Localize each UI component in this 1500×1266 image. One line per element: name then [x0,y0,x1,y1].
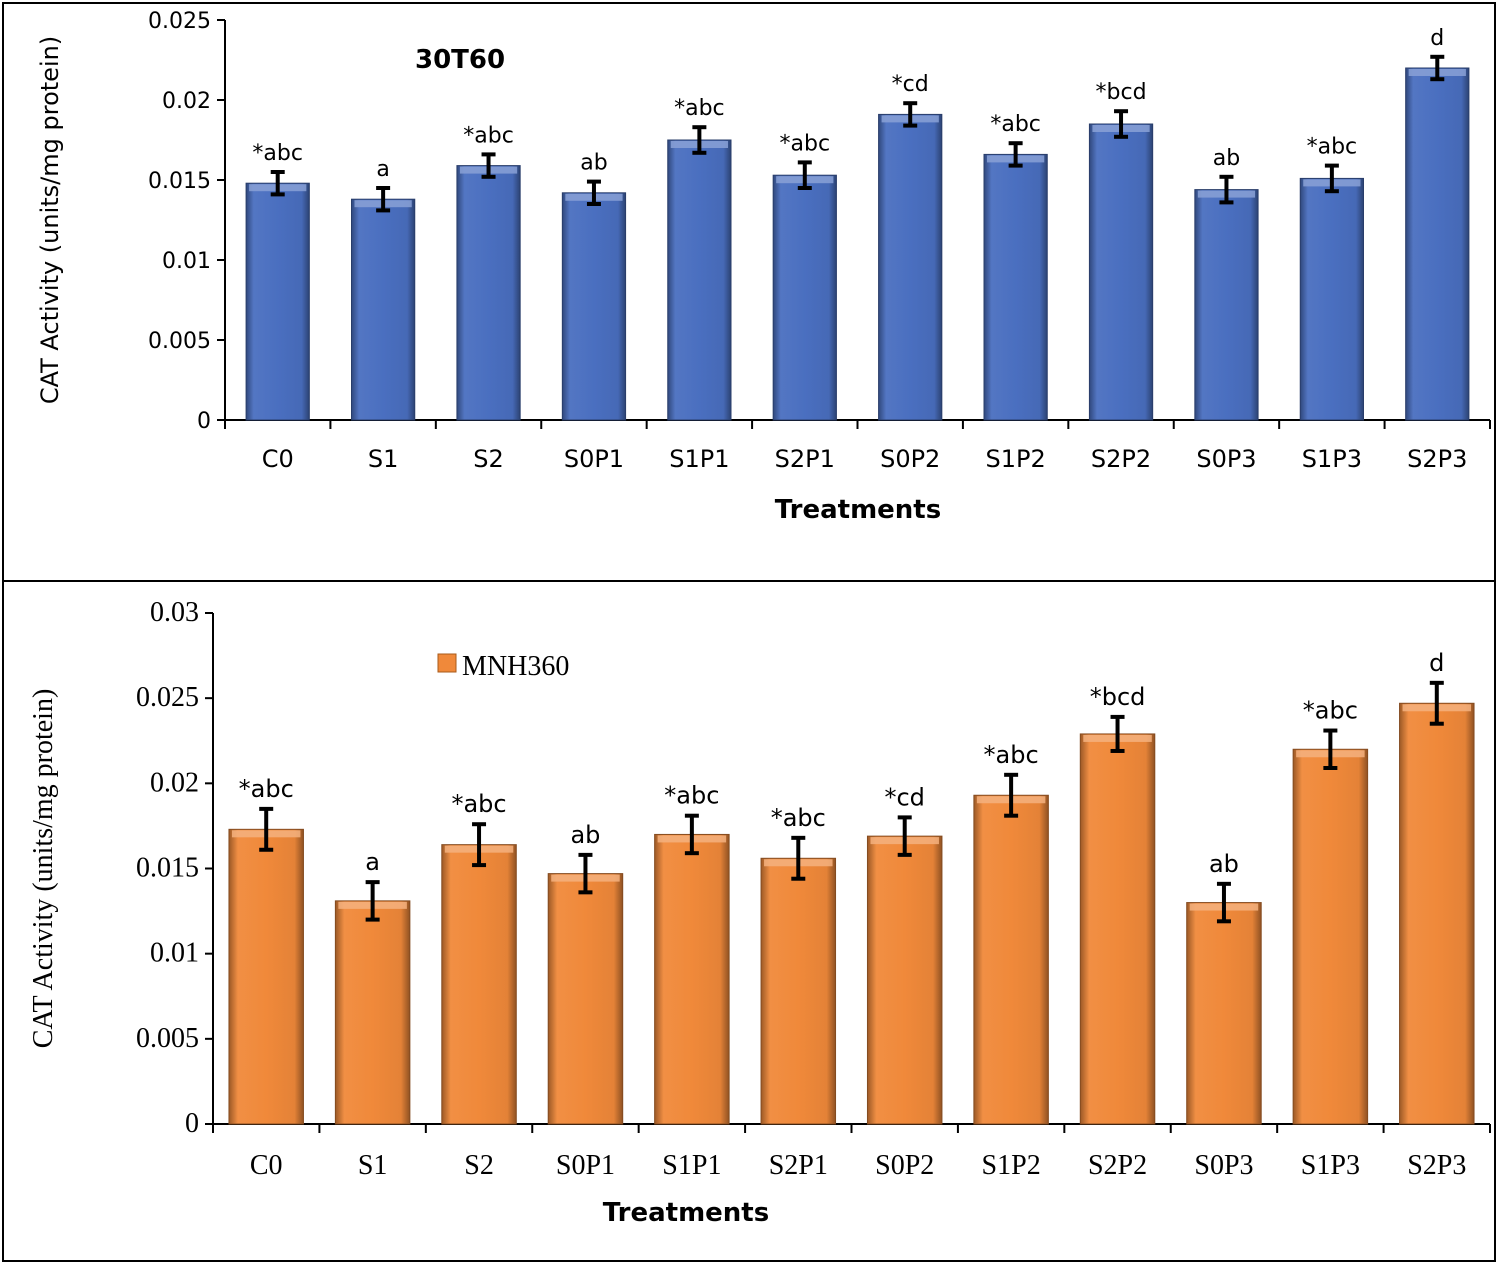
x-tick-label: C0 [250,1150,283,1181]
bar [772,174,837,421]
y-tick-label: 0.015 [136,853,199,884]
x-tick-label: S0P1 [564,445,624,473]
significance-label: *abc [1307,135,1358,160]
x-axis-title: Treatments [775,495,941,525]
x-tick-label: S1 [358,1150,388,1181]
chart-30T60: 0 0.005 0.01 0.015 0.02 0.025 *abc C0 a S1 *abc S2 a… [0,0,1500,580]
bar [547,873,624,1125]
series-annotation: 30T60 [415,45,505,75]
x-tick-label: S2P2 [1088,1150,1147,1181]
bar [1299,177,1364,421]
significance-label: *abc [451,790,506,818]
bar [866,835,943,1125]
bar [1399,702,1475,1125]
x-tick-label: S0P3 [1194,1150,1253,1181]
x-tick-label: S1P1 [669,445,729,473]
x-tick-label: S2P3 [1407,1150,1466,1181]
x-tick-label: S0P2 [875,1150,934,1181]
bar [245,182,310,421]
y-tick-label: 0.01 [162,249,211,274]
significance-label: *abc [239,775,294,803]
x-tick-label: S0P1 [556,1150,615,1181]
significance-label: *abc [780,131,831,156]
y-tick-label: 0.01 [150,938,199,969]
significance-label: d [1429,649,1444,677]
bar [878,113,943,421]
x-axis-title: Treatments [603,1198,769,1228]
bar [1079,733,1156,1125]
x-tick-label: S2P2 [1091,445,1151,473]
y-axis-title: CAT Activity (units/mg protein) [36,36,64,404]
significance-label: d [1430,26,1444,51]
bar [1292,748,1369,1125]
significance-label: *abc [1303,697,1358,725]
x-tick-label: S1P1 [662,1150,721,1181]
legend-label: MNH360 [462,651,569,682]
y-axis-title: CAT Activity (units/mg protein) [28,689,59,1049]
x-tick-label: S1 [368,445,399,473]
bar [983,153,1048,421]
chart-MNH360-svg: 0 0.005 0.01 0.015 0.02 0.025 0.03 *abc C0 a S1 *ab… [28,597,1491,1228]
significance-label: a [376,157,389,182]
y-tick-label: 0.005 [136,1023,199,1054]
bar [561,192,627,421]
x-tick-label: S1P2 [982,1150,1041,1181]
bar [654,833,730,1125]
x-tick-label: S0P2 [880,445,940,473]
bar [1186,902,1262,1125]
x-tick-label: S2 [473,445,504,473]
x-tick-label: C0 [262,445,294,473]
chart-30T60-svg: 0 0.005 0.01 0.015 0.02 0.025 *abc C0 a S1 *abc S2 a… [36,9,1491,525]
x-tick-label: S1P3 [1302,445,1362,473]
x-tick-label: S2P3 [1407,445,1467,473]
significance-label: a [365,848,380,876]
x-tick-label: S2P1 [775,445,835,473]
legend-swatch [437,653,457,673]
significance-label: *cd [892,72,929,97]
bar [1405,67,1470,421]
chart-MNH360: 0 0.005 0.01 0.015 0.02 0.025 0.03 *abc C0 a S1 *ab… [0,582,1500,1266]
y-tick-label: 0 [185,1108,199,1139]
x-tick-label: S1P3 [1301,1150,1360,1181]
significance-label: *abc [252,141,303,166]
y-tick-label: 0.025 [148,9,211,34]
x-tick-label: S0P3 [1196,445,1256,473]
bar [334,900,411,1125]
panel-divider [2,580,1496,582]
bar [351,198,416,421]
bar [1088,123,1154,421]
y-tick-label: 0.03 [150,597,199,628]
y-tick-label: 0.02 [150,767,199,798]
y-tick-label: 0 [197,409,211,434]
significance-label: ab [570,821,600,849]
bar [760,857,837,1125]
x-tick-label: S2 [464,1150,494,1181]
y-tick-label: 0.025 [136,682,199,713]
significance-label: *abc [674,96,725,121]
y-tick-label: 0.005 [148,329,211,354]
bar [441,844,517,1125]
bar [667,139,732,421]
significance-label: *abc [664,782,719,810]
y-tick-label: 0.015 [148,169,211,194]
significance-label: *abc [984,741,1039,769]
y-tick-label: 0.02 [162,89,211,114]
significance-label: *bcd [1096,80,1147,105]
significance-label: ab [1213,146,1240,171]
significance-label: *bcd [1090,683,1146,711]
x-tick-label: S2P1 [769,1150,828,1181]
significance-label: *cd [884,783,924,811]
bar [973,794,1049,1125]
bar [456,165,521,421]
significance-label: *abc [990,112,1041,137]
significance-label: ab [580,151,607,176]
bar [228,828,304,1125]
x-tick-label: S1P2 [986,445,1046,473]
bar [1194,189,1259,421]
significance-label: *abc [463,123,514,148]
significance-label: *abc [771,804,826,832]
significance-label: ab [1209,850,1239,878]
